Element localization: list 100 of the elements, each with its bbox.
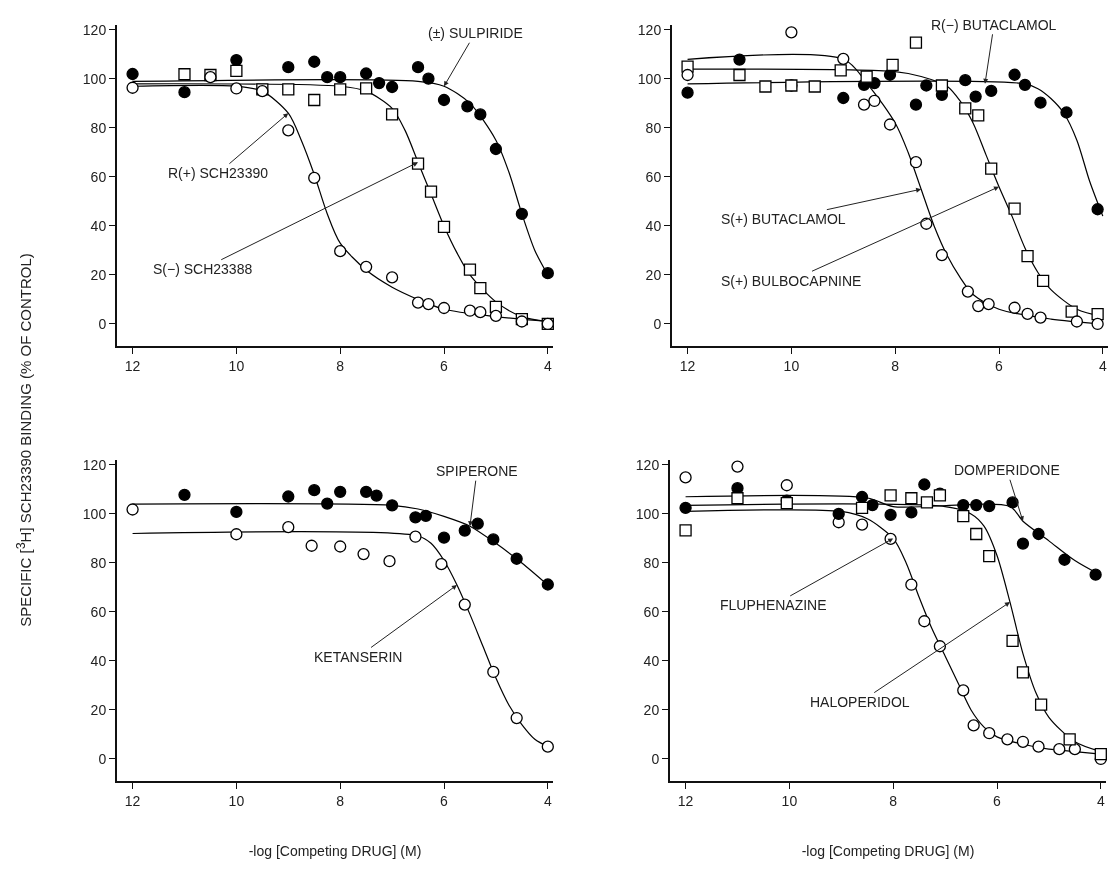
- y-tick-label: 0: [98, 750, 107, 767]
- point: [1089, 568, 1102, 581]
- point: [1018, 78, 1032, 91]
- y-tick-label: 100: [637, 70, 662, 87]
- point: [126, 67, 139, 81]
- point: [1034, 311, 1047, 324]
- y-tick-label: 120: [82, 21, 107, 38]
- x-axis-title: -log [Competing DRUG] (M): [801, 842, 975, 859]
- point: [487, 533, 500, 546]
- y-tick-label: 100: [635, 505, 660, 522]
- point: [437, 301, 451, 315]
- y-tick-label: 60: [90, 168, 107, 185]
- x-tick-label: 8: [889, 792, 898, 809]
- point: [920, 496, 934, 509]
- point: [282, 61, 295, 74]
- y-tick-label: 40: [645, 217, 662, 234]
- y-tick-label: 100: [82, 70, 107, 87]
- annotation: KETANSERIN: [314, 649, 403, 665]
- y-tick-label: 40: [90, 217, 107, 234]
- point: [471, 517, 484, 530]
- y-tick-label: 100: [82, 505, 107, 522]
- point: [1006, 496, 1019, 509]
- point: [918, 478, 931, 491]
- y-tick-label: 80: [645, 119, 662, 136]
- y-tick-label: 120: [635, 456, 660, 473]
- point: [679, 501, 692, 514]
- x-tick-label: 10: [783, 357, 800, 374]
- x-axis-title: -log [Competing DRUG] (M): [248, 842, 422, 859]
- y-tick-label: 20: [645, 266, 662, 283]
- point: [359, 82, 373, 95]
- point: [458, 598, 471, 611]
- y-tick-label: 80: [90, 119, 107, 136]
- point: [905, 506, 918, 519]
- y-tick-label: 40: [643, 652, 660, 669]
- x-tick-label: 6: [440, 357, 449, 374]
- point: [1060, 106, 1073, 119]
- y-tick-label: 40: [90, 652, 107, 669]
- x-tick-label: 8: [336, 792, 345, 809]
- point: [461, 100, 474, 113]
- point: [541, 267, 554, 280]
- point: [1091, 317, 1104, 331]
- point: [515, 207, 529, 221]
- annotation: S(−) SCH23388: [153, 261, 253, 277]
- point: [437, 93, 451, 107]
- point: [541, 578, 554, 591]
- point: [1036, 274, 1050, 287]
- point: [308, 55, 321, 68]
- point: [855, 490, 869, 504]
- y-tick-label: 60: [645, 168, 662, 185]
- point: [985, 162, 998, 175]
- point: [437, 531, 451, 544]
- annotation: R(−) BUTACLAMOL: [931, 17, 1057, 33]
- point: [1001, 733, 1014, 746]
- x-tick-label: 12: [124, 792, 141, 809]
- point: [1032, 527, 1045, 541]
- point: [489, 142, 503, 156]
- point: [385, 108, 399, 121]
- point: [959, 73, 972, 87]
- y-tick-label: 60: [643, 603, 660, 620]
- annotation: HALOPERIDOL: [810, 694, 910, 710]
- point: [985, 84, 998, 98]
- point: [733, 53, 746, 66]
- x-tick-label: 4: [1098, 357, 1107, 374]
- annotation: FLUPHENAZINE: [720, 597, 827, 613]
- point: [1016, 666, 1030, 679]
- x-tick-label: 10: [781, 792, 798, 809]
- point: [1058, 553, 1071, 566]
- x-tick-label: 4: [543, 357, 552, 374]
- point: [321, 71, 334, 84]
- point: [321, 497, 334, 510]
- point: [230, 82, 243, 95]
- point: [359, 67, 373, 80]
- point: [282, 490, 295, 503]
- point: [731, 492, 744, 505]
- point: [834, 64, 847, 77]
- x-tick-label: 12: [679, 357, 696, 374]
- point: [909, 36, 923, 49]
- point: [860, 70, 873, 83]
- point: [178, 488, 191, 501]
- point: [1063, 733, 1076, 746]
- point: [334, 71, 347, 84]
- point: [372, 76, 386, 90]
- point: [957, 498, 970, 512]
- y-tick-label: 20: [643, 701, 660, 718]
- point: [1034, 698, 1048, 711]
- x-tick-label: 6: [440, 792, 449, 809]
- point: [681, 86, 694, 99]
- point: [385, 80, 399, 94]
- point: [1034, 96, 1047, 109]
- annotation: S(+) BULBOCAPNINE: [721, 273, 862, 289]
- point: [463, 263, 477, 276]
- annotation: S(+) BUTACLAMOL: [721, 211, 846, 227]
- point: [884, 508, 897, 522]
- point: [411, 61, 425, 74]
- y-tick-label: 20: [90, 701, 107, 718]
- point: [419, 509, 432, 523]
- x-tick-label: 12: [677, 792, 694, 809]
- point: [970, 527, 983, 541]
- point: [178, 85, 191, 99]
- x-tick-label: 8: [891, 357, 900, 374]
